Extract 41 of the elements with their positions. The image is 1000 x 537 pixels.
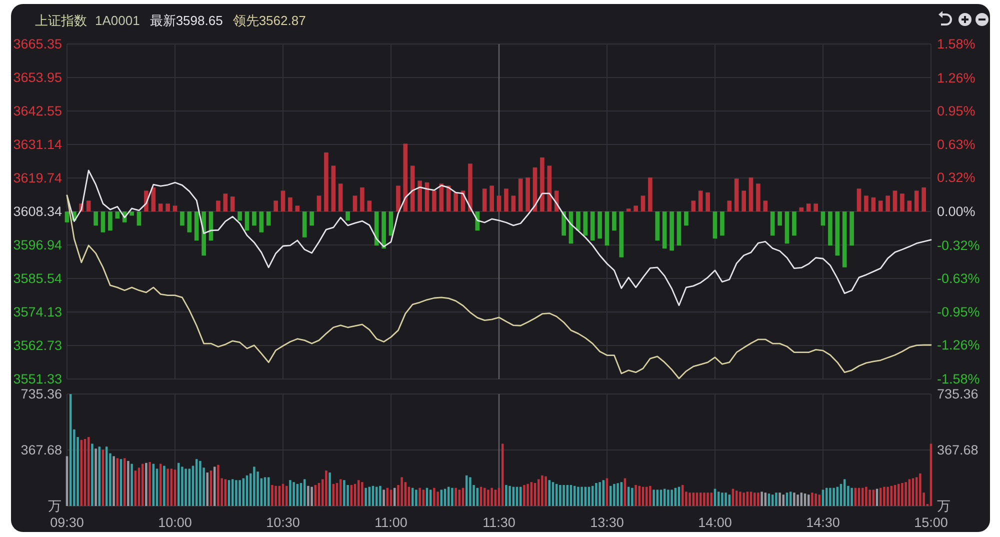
y2-tick-label: 1.58% xyxy=(937,36,976,52)
chart-subtitle: 1A0001 xyxy=(95,13,140,28)
x-tick-label: 10:30 xyxy=(266,515,300,530)
x-tick-label: 14:00 xyxy=(698,515,732,530)
y-tick-label: 3619.74 xyxy=(13,170,62,186)
x-tick-label: 11:30 xyxy=(482,515,516,530)
legend-entry: 最新3598.65 xyxy=(150,13,223,28)
y-tick-label: 3665.35 xyxy=(13,36,62,52)
y-tick-label: 3653.95 xyxy=(13,70,62,85)
y2-tick-label: -0.95% xyxy=(937,304,980,320)
x-tick-label: 15:00 xyxy=(914,515,948,530)
y2-tick-label: 0.00% xyxy=(937,204,976,219)
y2-tick-label: 735.36 xyxy=(937,386,978,402)
y-tick-label: 3631.14 xyxy=(13,137,62,152)
y2-tick-label: 万 xyxy=(937,498,951,514)
y2-tick-label: -1.58% xyxy=(937,372,980,386)
y2-tick-label: 0.63% xyxy=(937,137,976,152)
legend-entry: 领先3562.87 xyxy=(232,13,306,28)
y2-tick-label: 1.26% xyxy=(937,70,976,86)
y2-tick-label: 0.95% xyxy=(937,103,976,118)
y-tick-label: 万 xyxy=(48,498,62,514)
y2-tick-label: -0.63% xyxy=(937,270,980,286)
x-tick-label: 13:30 xyxy=(590,515,624,530)
y2-tick-label: -0.32% xyxy=(937,238,980,253)
y2-tick-label: 0.32% xyxy=(937,170,976,186)
x-tick-label: 11:00 xyxy=(374,515,408,530)
y2-tick-label: -1.26% xyxy=(937,338,980,353)
y-tick-label: 3551.33 xyxy=(13,372,62,386)
x-tick-label: 09:30 xyxy=(50,515,84,530)
y-tick-label: 3574.13 xyxy=(13,304,62,320)
y-tick-label: 3596.94 xyxy=(13,237,62,252)
x-tick-label: 14:30 xyxy=(806,515,840,530)
y-tick-label: 3585.54 xyxy=(13,270,62,286)
y-tick-label: 3642.55 xyxy=(13,103,62,118)
y-tick-label: 3562.73 xyxy=(13,338,62,354)
y-tick-label: 3608.34 xyxy=(13,204,62,219)
y2-tick-label: 367.68 xyxy=(937,442,978,458)
y-tick-label: 735.36 xyxy=(20,386,62,402)
chart-title: 上证指数 xyxy=(35,13,87,28)
x-tick-label: 10:00 xyxy=(158,515,192,530)
y-tick-label: 367.68 xyxy=(20,442,62,458)
